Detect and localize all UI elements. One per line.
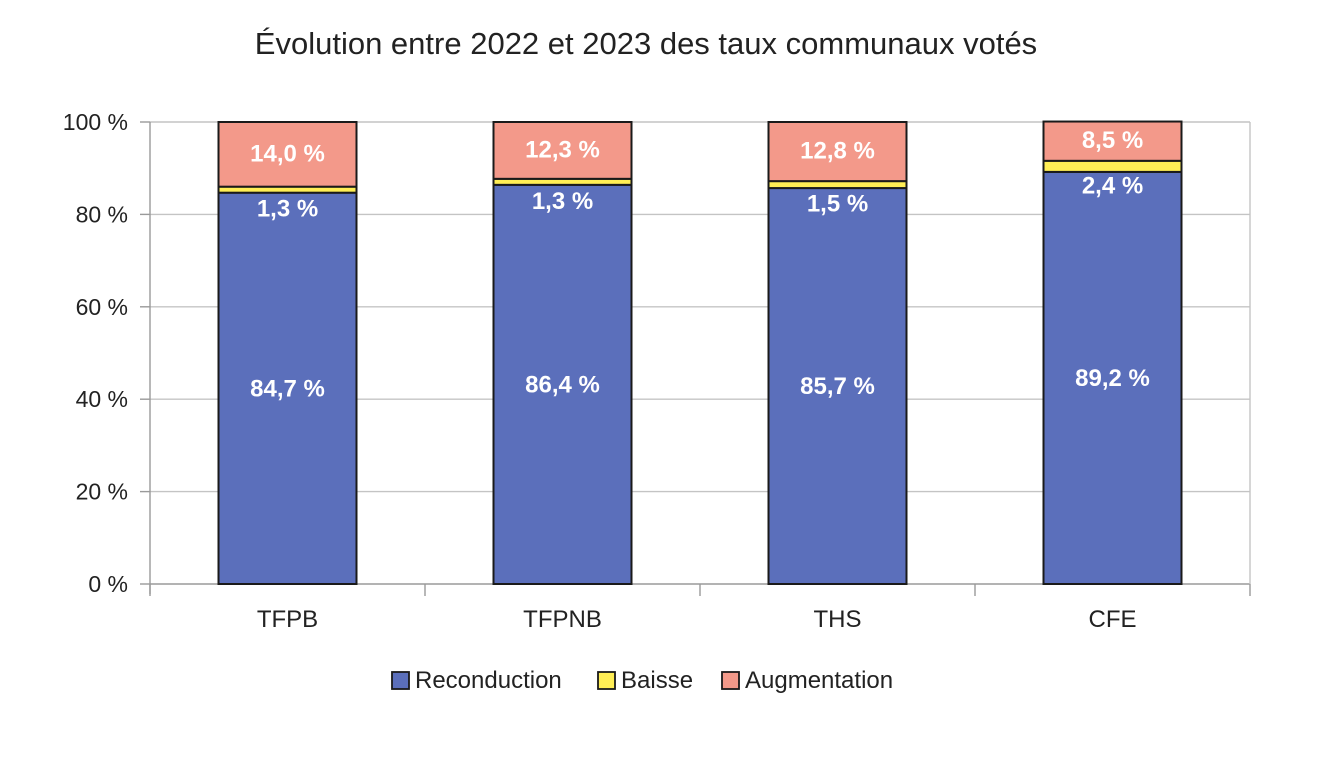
legend-label-augmentation: Augmentation (745, 667, 893, 694)
bar-reconduction-tfpnb (492, 183, 633, 585)
data-label-baisse-tfpb: 1,3 % (257, 196, 318, 223)
legend-swatch-baisse (597, 671, 616, 690)
data-label-augmentation-cfe: 8,5 % (1082, 127, 1143, 154)
y-tick-label: 0 % (88, 571, 128, 597)
bar-augmentation-tfpnb (492, 121, 633, 180)
bar-reconduction-ths (767, 187, 908, 585)
data-label-reconduction-tfpnb: 86,4 % (525, 371, 600, 398)
x-tick-label-tfpb: TFPB (257, 606, 318, 633)
data-label-augmentation-ths: 12,8 % (800, 138, 875, 165)
bar-augmentation-tfpb (217, 121, 358, 188)
bar-reconduction-tfpb (217, 191, 358, 585)
legend-label-baisse: Baisse (621, 667, 693, 694)
bar-augmentation-cfe (1042, 120, 1183, 162)
bar-augmentation-ths (767, 121, 908, 183)
axes: 0 % 20 % 40 % 60 % 80 % 100 % TFPB TFPNB THS CFE (63, 109, 1251, 633)
y-tick-label: 100 % (63, 109, 128, 135)
data-label-augmentation-tfpb: 14,0 % (250, 140, 325, 167)
y-tick-label: 80 % (76, 201, 128, 227)
y-tick-label: 40 % (76, 386, 128, 412)
chart-title: Évolution entre 2022 et 2023 des taux co… (255, 26, 1037, 61)
y-tick-label: 60 % (76, 294, 128, 320)
data-label-baisse-tfpnb: 1,3 % (532, 188, 593, 215)
legend-label-reconduction: Reconduction (415, 667, 562, 694)
bar-reconduction-cfe (1042, 170, 1183, 585)
x-tick-label-cfe: CFE (1089, 606, 1137, 633)
data-label-baisse-ths: 1,5 % (807, 191, 868, 218)
x-tick-label-ths: THS (814, 606, 862, 633)
bar-baisse-cfe (1042, 159, 1183, 173)
data-label-reconduction-ths: 85,7 % (800, 373, 875, 400)
data-label-baisse-cfe: 2,4 % (1082, 172, 1143, 199)
legend-swatch-augmentation (721, 671, 740, 690)
bar-baisse-ths (767, 180, 908, 190)
y-tick-label: 20 % (76, 479, 128, 505)
legend: Reconduction Baisse Augmentation (391, 667, 893, 694)
x-tick-label-tfpnb: TFPNB (523, 606, 602, 633)
data-label-reconduction-cfe: 89,2 % (1075, 365, 1150, 392)
bars (217, 120, 1183, 585)
data-label-augmentation-tfpnb: 12,3 % (525, 136, 600, 163)
data-label-reconduction-tfpb: 84,7 % (250, 375, 325, 402)
data-labels: 84,7 % 1,3 % 14,0 % 86,4 % 1,3 % 12,3 % 85,7 %… (250, 127, 1150, 402)
legend-swatch-reconduction (391, 671, 410, 690)
